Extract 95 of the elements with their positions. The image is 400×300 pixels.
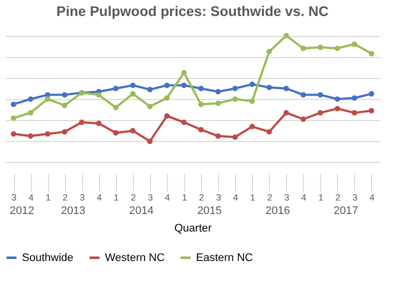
point <box>300 46 306 52</box>
point <box>266 84 272 90</box>
point <box>164 95 170 101</box>
x-tick-label: 2 <box>267 192 272 202</box>
x-tick-label: 4 <box>96 192 102 202</box>
x-tick-label: 1 <box>182 192 187 202</box>
x-tick-label: 1 <box>46 192 51 202</box>
x-tick-label: 4 <box>369 192 374 202</box>
point <box>334 96 340 102</box>
point <box>215 100 221 106</box>
x-tick-label: 4 <box>301 192 306 202</box>
point <box>28 110 34 116</box>
point <box>284 32 289 38</box>
point <box>10 115 16 121</box>
point <box>147 138 153 144</box>
point <box>28 96 34 102</box>
x-tick-label: 1 <box>114 192 119 202</box>
text: 2016 <box>265 205 290 217</box>
point <box>334 106 340 112</box>
x-tick-label: 3 <box>12 192 17 202</box>
point <box>284 86 289 92</box>
point <box>300 116 306 122</box>
point <box>62 92 68 98</box>
point <box>198 102 204 108</box>
point <box>334 46 340 52</box>
x-tick-label: 2 <box>335 192 340 202</box>
point <box>249 82 255 87</box>
text: 2017 <box>334 205 358 217</box>
point <box>368 50 374 56</box>
point <box>215 88 221 94</box>
point <box>78 120 84 126</box>
x-tick-label: 3 <box>216 192 222 202</box>
point <box>113 86 119 92</box>
x-axis-title: Quarter <box>174 222 212 234</box>
point <box>44 131 50 137</box>
legend-label: Eastern NC <box>196 252 253 264</box>
point <box>318 110 324 116</box>
x-tick-label: 2 <box>199 192 204 202</box>
text: 2012 <box>10 205 34 217</box>
point <box>113 130 119 136</box>
point <box>96 92 102 98</box>
x-tick-label: 3 <box>80 192 85 202</box>
x-tick-label: 3 <box>352 192 358 202</box>
chart-title: Pine Pulpwood prices: Southwide vs. NC <box>56 3 329 19</box>
point <box>147 104 153 110</box>
point <box>181 120 187 126</box>
point <box>113 104 119 110</box>
point <box>28 133 34 139</box>
point <box>181 82 187 88</box>
point <box>215 133 221 139</box>
point <box>181 70 187 76</box>
point <box>300 92 306 98</box>
point <box>130 82 136 88</box>
point <box>266 48 272 54</box>
text: 2014 <box>129 205 154 217</box>
x-tick-label: 4 <box>233 192 238 202</box>
point <box>232 96 238 102</box>
point <box>62 102 68 108</box>
point <box>352 95 358 101</box>
point <box>130 91 136 97</box>
point <box>198 86 204 92</box>
legend-label: Southwide <box>22 252 74 264</box>
point <box>164 82 170 88</box>
point <box>10 102 16 108</box>
x-tick-label: 3 <box>284 192 290 202</box>
point <box>352 110 358 116</box>
x-tick-label: 2 <box>130 192 136 202</box>
point <box>198 126 204 132</box>
point <box>368 91 374 97</box>
point <box>352 41 358 47</box>
point <box>130 128 136 134</box>
point <box>10 131 16 137</box>
point <box>318 44 324 50</box>
point <box>266 129 272 135</box>
point <box>147 86 153 92</box>
point <box>232 86 238 92</box>
text: 2013 <box>60 205 86 217</box>
point <box>318 92 324 98</box>
x-tick-label: 3 <box>148 192 153 202</box>
legend-label: Western NC <box>105 252 165 264</box>
x-tick-label: 1 <box>318 192 324 202</box>
point <box>96 120 102 126</box>
point <box>249 98 255 104</box>
point <box>249 124 255 130</box>
point <box>284 110 289 116</box>
x-tick-label: 4 <box>164 192 170 202</box>
point <box>62 129 68 135</box>
x-tick-label: 4 <box>28 192 34 202</box>
point <box>368 108 374 114</box>
text: 2015 <box>197 205 222 217</box>
point <box>164 113 170 119</box>
point <box>232 134 238 140</box>
x-tick-label: 2 <box>62 192 68 202</box>
x-tick-label: 1 <box>250 192 256 202</box>
point <box>44 96 50 102</box>
